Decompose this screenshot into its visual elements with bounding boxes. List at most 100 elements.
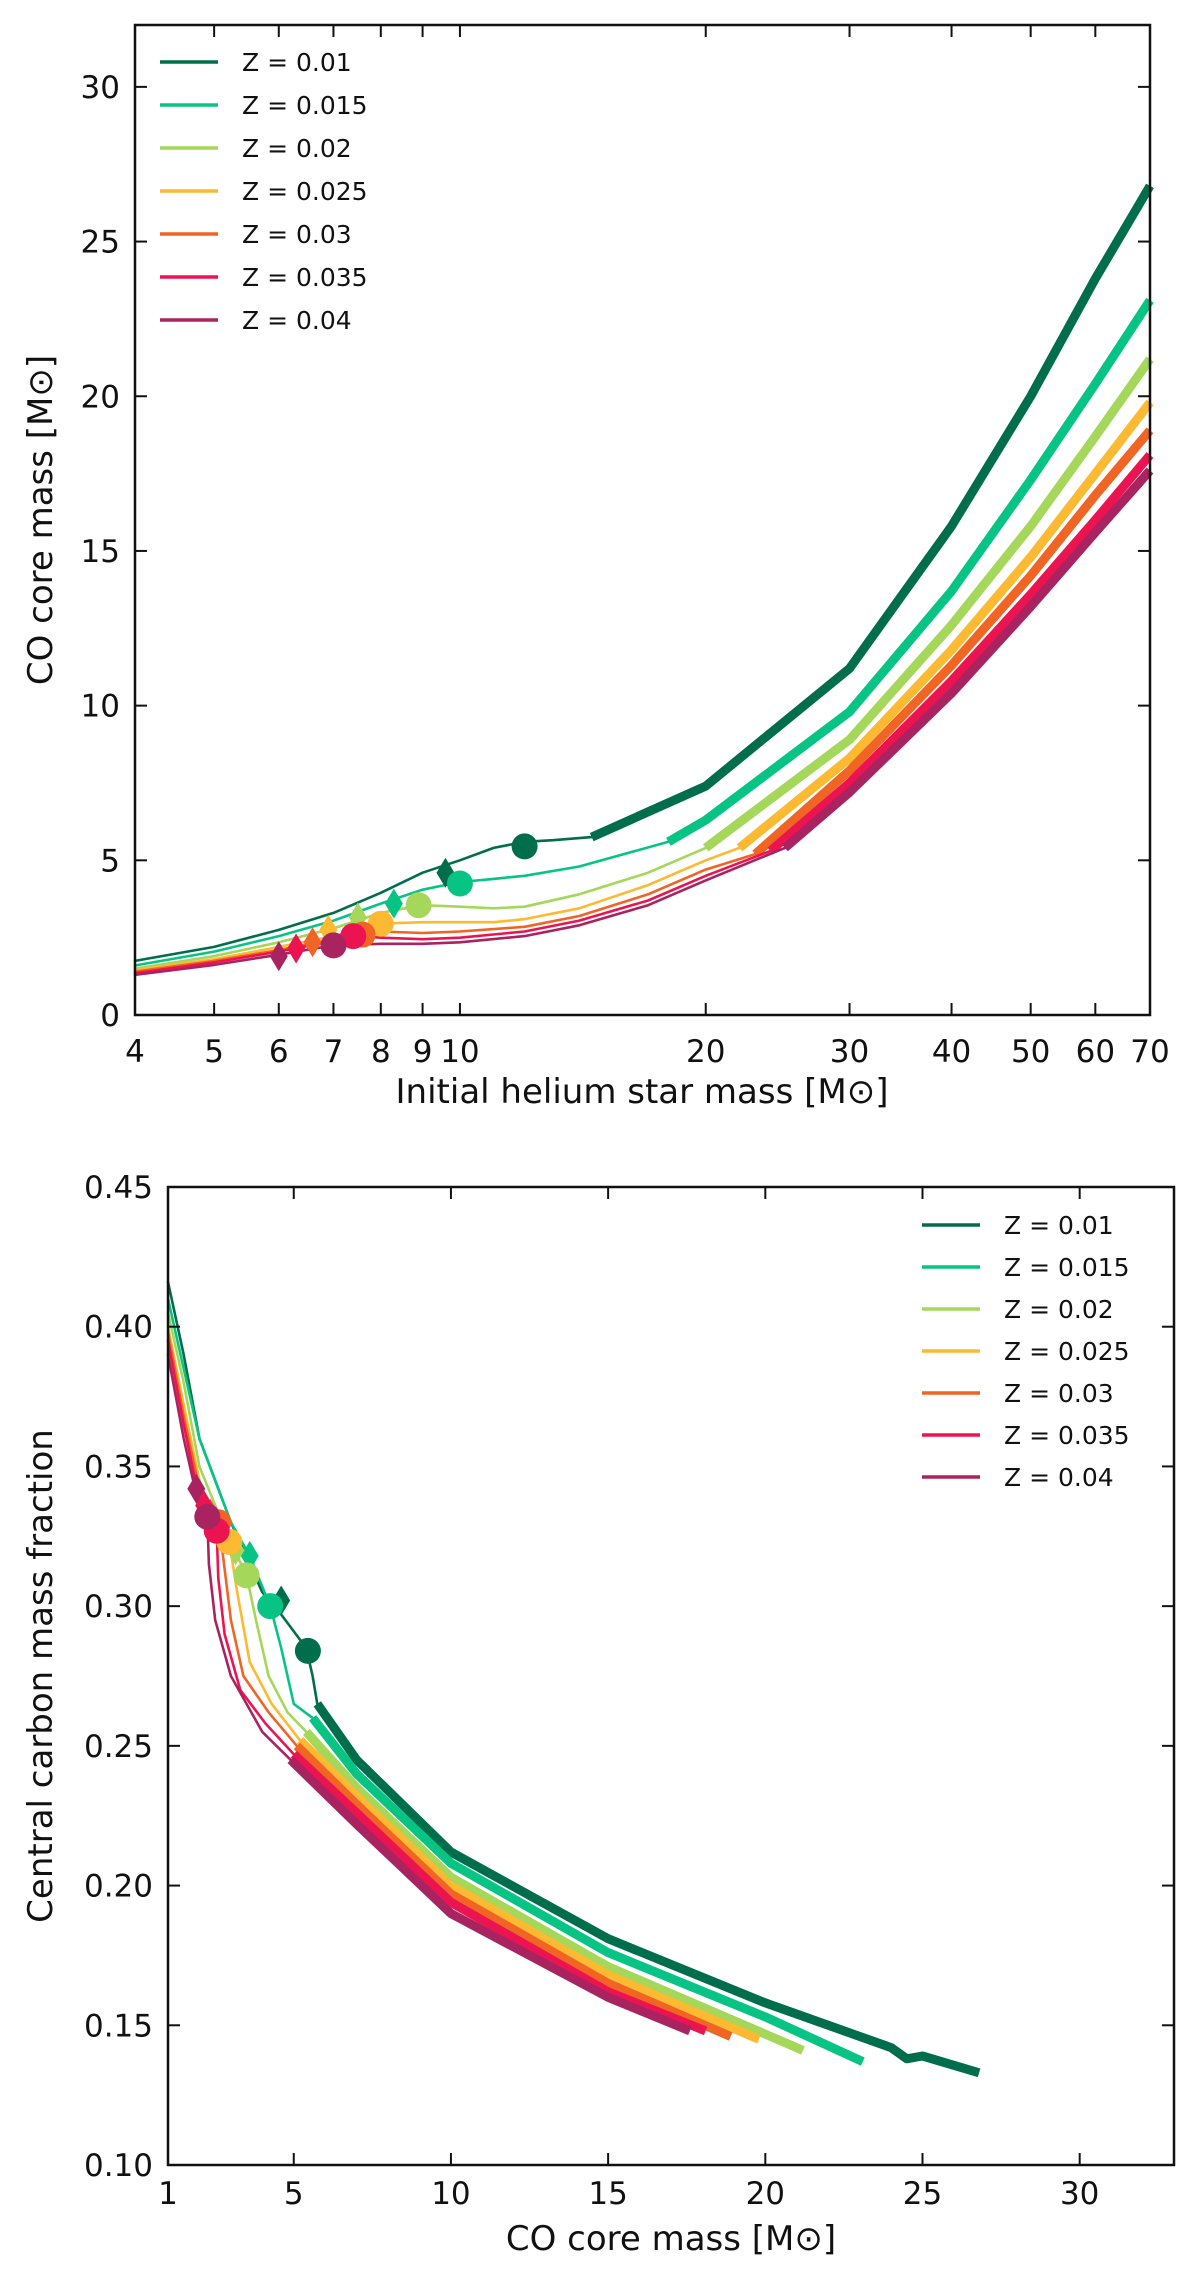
- circle-marker-z0015: [446, 870, 473, 897]
- bottom-markers-group: [187, 1473, 321, 1664]
- legend-label-z001: Z = 0.01: [242, 48, 352, 77]
- top-x-axis-label: Initial helium star mass [M⊙]: [396, 1072, 889, 1112]
- top-plot-frame: [133, 23, 1152, 1017]
- series-thin-line-z001: [166, 1280, 319, 1706]
- y-tick-label: 30: [81, 70, 120, 106]
- x-tick-label: 25: [903, 2176, 942, 2212]
- series-thin-line-z004: [133, 846, 787, 977]
- series-thick-line-z001: [589, 183, 1154, 842]
- y-tick-label: 5: [100, 843, 120, 879]
- y-tick-label: 0.30: [84, 1589, 153, 1625]
- x-tick-label: 10: [440, 1034, 479, 1070]
- top-legend: Z = 0.01 Z = 0.015 Z = 0.02 Z = 0.025 Z = 0.…: [160, 48, 368, 335]
- y-tick-label: 20: [81, 379, 120, 415]
- legend-label-z0025: Z = 0.025: [242, 177, 368, 206]
- circle-marker-z004: [320, 932, 347, 959]
- legend-label-z003: Z = 0.03: [1004, 1379, 1114, 1408]
- bottom-y-axis-label: Central carbon mass fraction: [21, 1429, 61, 1923]
- legend-label-z002: Z = 0.02: [1004, 1295, 1114, 1324]
- series-thick-line-z002: [302, 1728, 805, 2055]
- y-tick-label: 15: [81, 534, 120, 570]
- x-tick-label: 5: [284, 2176, 304, 2212]
- circle-marker-z0015: [257, 1593, 284, 1620]
- circle-marker-z001: [294, 1637, 321, 1664]
- series-thick-line-z0035: [767, 452, 1154, 855]
- series-thick-line-z0035: [290, 1750, 708, 2036]
- bottom-series-group: [166, 1280, 981, 2078]
- x-tick-label: 1: [158, 2176, 178, 2212]
- x-tick-label: 6: [269, 1034, 289, 1070]
- legend-label-z0015: Z = 0.015: [1004, 1253, 1130, 1282]
- x-tick-label: 30: [830, 1034, 869, 1070]
- series-thin-line-z0035: [166, 1339, 296, 1756]
- series-thin-line-z002: [133, 846, 708, 970]
- y-tick-label: 25: [81, 225, 120, 261]
- series-thick-line-z003: [752, 427, 1154, 858]
- top-y-axis-label: CO core mass [M⊙]: [21, 355, 61, 685]
- bottom-plot-frame: [166, 1185, 1176, 2167]
- y-tick-label: 0: [100, 998, 120, 1034]
- series-thick-line-z003: [293, 1742, 733, 2041]
- x-tick-label: 70: [1130, 1034, 1169, 1070]
- legend-label-z001: Z = 0.01: [1004, 1211, 1114, 1240]
- legend-label-z003: Z = 0.03: [242, 220, 352, 249]
- diamond-marker-z003: [303, 927, 322, 958]
- x-tick-label: 40: [932, 1034, 971, 1070]
- circle-marker-z001: [511, 833, 538, 860]
- x-tick-label: 20: [746, 2176, 785, 2212]
- series-thick-line-z004: [781, 467, 1154, 852]
- bottom-legend: Z = 0.01 Z = 0.015 Z = 0.02 Z = 0.025 Z = 0.…: [922, 1211, 1130, 1492]
- y-tick-label: 0.40: [84, 1310, 153, 1346]
- bottom-ticks-group: 1 5 10 15 20 25 300.100.150.200.250.300.350.40…: [84, 1170, 1174, 2212]
- series-thick-line-z0015: [309, 1715, 865, 2066]
- series-thin-line-z003: [166, 1331, 299, 1748]
- y-tick-label: 0.10: [84, 2148, 153, 2184]
- y-tick-label: 0.45: [84, 1170, 153, 1206]
- y-tick-label: 10: [81, 689, 120, 725]
- y-tick-label: 0.25: [84, 1729, 153, 1765]
- y-tick-label: 0.15: [84, 2008, 153, 2044]
- circle-marker-z0035: [340, 923, 367, 950]
- circle-marker-z002: [233, 1562, 260, 1589]
- diamond-marker-z004: [269, 941, 288, 972]
- x-tick-label: 30: [1060, 2176, 1099, 2212]
- legend-label-z0035: Z = 0.035: [1004, 1421, 1130, 1450]
- x-tick-label: 4: [125, 1034, 145, 1070]
- circle-marker-z002: [405, 892, 432, 919]
- series-thin-line-z004: [166, 1353, 292, 1762]
- series-thick-line-z0015: [666, 297, 1154, 846]
- x-tick-label: 60: [1076, 1034, 1115, 1070]
- x-tick-label: 5: [204, 1034, 224, 1070]
- y-tick-label: 0.20: [84, 1869, 153, 1905]
- x-tick-label: 50: [1011, 1034, 1050, 1070]
- x-tick-label: 8: [371, 1034, 391, 1070]
- legend-label-z004: Z = 0.04: [242, 306, 352, 335]
- y-tick-label: 0.35: [84, 1449, 153, 1485]
- x-tick-label: 9: [413, 1034, 433, 1070]
- series-thin-line-z0015: [133, 840, 670, 967]
- circle-marker-z004: [194, 1503, 221, 1530]
- top-markers-group: [269, 833, 538, 972]
- legend-label-z0015: Z = 0.015: [242, 91, 368, 120]
- legend-label-z0035: Z = 0.035: [242, 263, 368, 292]
- bottom-x-axis-label: CO core mass [M⊙]: [506, 2219, 836, 2259]
- diamond-marker-z004: [187, 1473, 206, 1504]
- legend-label-z002: Z = 0.02: [242, 134, 352, 163]
- x-tick-label: 15: [588, 2176, 627, 2212]
- diamond-marker-z0015: [384, 888, 403, 919]
- x-tick-label: 10: [431, 2176, 470, 2212]
- legend-label-z004: Z = 0.04: [1004, 1463, 1114, 1492]
- series-thick-line-z001: [313, 1701, 981, 2078]
- series-thick-line-z002: [702, 356, 1154, 852]
- diamond-marker-z0035: [287, 933, 306, 964]
- x-tick-label: 20: [686, 1034, 725, 1070]
- series-thick-line-z0025: [736, 399, 1154, 852]
- panel-carbon-fraction-vs-co-mass: 1 5 10 15 20 25 300.100.150.200.250.300.350.40…: [21, 1170, 1176, 2259]
- legend-label-z0025: Z = 0.025: [1004, 1337, 1130, 1366]
- series-thick-line-z004: [287, 1756, 692, 2036]
- series-thick-line-z0025: [296, 1737, 761, 2044]
